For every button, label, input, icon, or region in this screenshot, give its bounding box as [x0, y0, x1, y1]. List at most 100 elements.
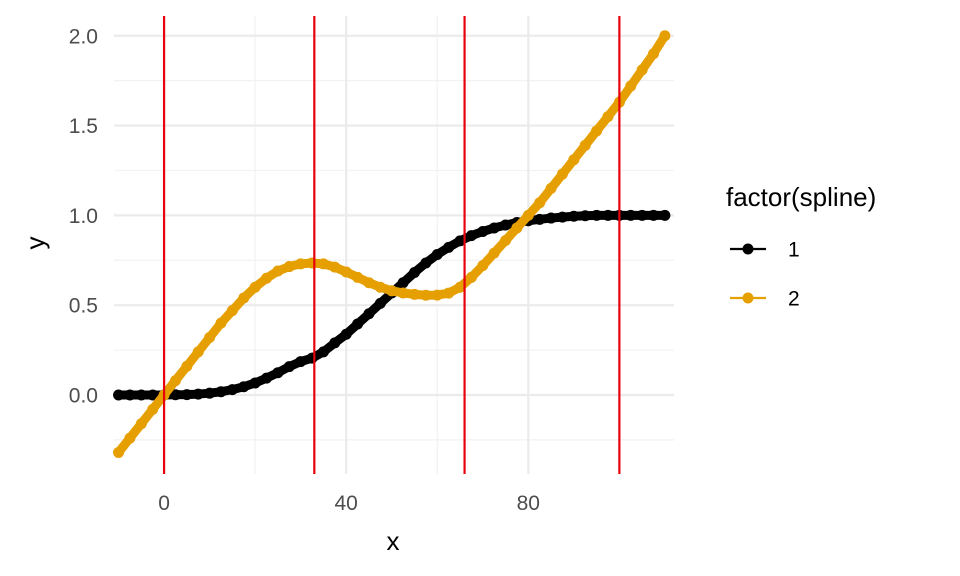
data-point: [249, 281, 261, 293]
y-tick-label: 1.0: [69, 205, 98, 228]
legend-label: 2: [788, 288, 800, 311]
data-point: [625, 209, 637, 221]
legend-key-point: [742, 292, 754, 304]
legend-key-point: [742, 243, 754, 255]
legend: factor(spline) 12: [726, 182, 876, 311]
data-point: [488, 222, 500, 234]
y-tick-label: 0.5: [69, 295, 98, 318]
data-point: [579, 210, 591, 222]
reference-vertical-lines: [162, 16, 621, 474]
data-point: [443, 287, 455, 299]
data-point: [317, 258, 329, 270]
series-2: [113, 30, 671, 458]
data-point: [408, 266, 420, 278]
data-point: [352, 318, 364, 330]
data-point: [659, 209, 671, 221]
data-point: [374, 297, 386, 309]
data-point: [295, 258, 307, 270]
data-point: [181, 389, 193, 401]
data-point: [329, 261, 341, 273]
data-point: [272, 367, 284, 379]
data-point: [625, 80, 637, 92]
legend-items: 12: [730, 239, 800, 311]
data-point: [545, 182, 557, 194]
data-point: [352, 271, 364, 283]
data-point: [431, 289, 443, 301]
legend-title: factor(spline): [726, 182, 876, 212]
data-point: [488, 247, 500, 259]
data-point: [169, 389, 181, 401]
data-point: [283, 361, 295, 373]
data-point: [329, 337, 341, 349]
x-tick-label: 0: [158, 492, 170, 515]
data-point: [659, 30, 671, 42]
data-point: [443, 241, 455, 253]
data-point: [147, 403, 159, 415]
data-point: [261, 372, 273, 384]
data-point: [135, 389, 147, 401]
data-point: [181, 360, 193, 372]
data-point: [272, 265, 284, 277]
data-point: [636, 64, 648, 76]
data-point: [602, 111, 614, 123]
x-tick-label: 80: [517, 492, 540, 515]
data-point: [648, 48, 660, 60]
y-tick-labels: 0.0 0.5 1.0 1.5 2.0: [69, 25, 98, 407]
data-point: [454, 281, 466, 293]
data-point: [317, 346, 329, 358]
data-point: [215, 317, 227, 329]
data-point: [340, 266, 352, 278]
x-tick-label: 40: [335, 492, 358, 515]
data-point: [192, 388, 204, 400]
legend-item: 1: [730, 239, 800, 262]
data-point: [522, 209, 534, 221]
data-point: [215, 386, 227, 398]
data-point: [465, 230, 477, 242]
x-axis-title: x: [387, 526, 400, 556]
legend-item: 2: [730, 288, 800, 311]
data-point: [363, 277, 375, 289]
data-point: [591, 125, 603, 137]
data-point: [124, 432, 136, 444]
data-point: [238, 292, 250, 304]
data-point: [465, 271, 477, 283]
x-tick-labels: 0 40 80: [158, 492, 540, 515]
data-point: [113, 389, 125, 401]
legend-label: 1: [788, 239, 800, 262]
y-axis-title: y: [20, 237, 50, 250]
data-point: [500, 219, 512, 231]
data-point: [192, 346, 204, 358]
minor-gridlines: [114, 16, 674, 474]
series-layer: [113, 30, 671, 458]
data-point: [579, 139, 591, 151]
data-point: [374, 281, 386, 293]
data-point: [397, 287, 409, 299]
data-point: [591, 209, 603, 221]
data-point: [431, 249, 443, 261]
data-point: [204, 332, 216, 343]
data-point: [226, 384, 238, 396]
y-tick-label: 1.5: [69, 115, 98, 138]
data-point: [306, 352, 318, 364]
data-point: [568, 210, 580, 222]
data-point: [420, 257, 432, 269]
data-point: [534, 197, 546, 209]
data-point: [636, 209, 648, 221]
data-point: [340, 328, 352, 340]
data-point: [454, 235, 466, 247]
data-point: [534, 213, 546, 225]
major-gridlines: [114, 16, 674, 474]
data-point: [249, 377, 261, 389]
data-point: [386, 285, 398, 297]
data-point: [556, 211, 568, 223]
data-point: [306, 257, 318, 269]
data-point: [648, 209, 660, 221]
y-tick-label: 2.0: [69, 25, 98, 48]
data-point: [135, 418, 147, 430]
data-point: [204, 387, 216, 399]
data-point: [226, 305, 238, 317]
data-point: [113, 446, 125, 458]
data-point: [238, 381, 250, 393]
y-tick-label: 0.0: [69, 384, 98, 407]
